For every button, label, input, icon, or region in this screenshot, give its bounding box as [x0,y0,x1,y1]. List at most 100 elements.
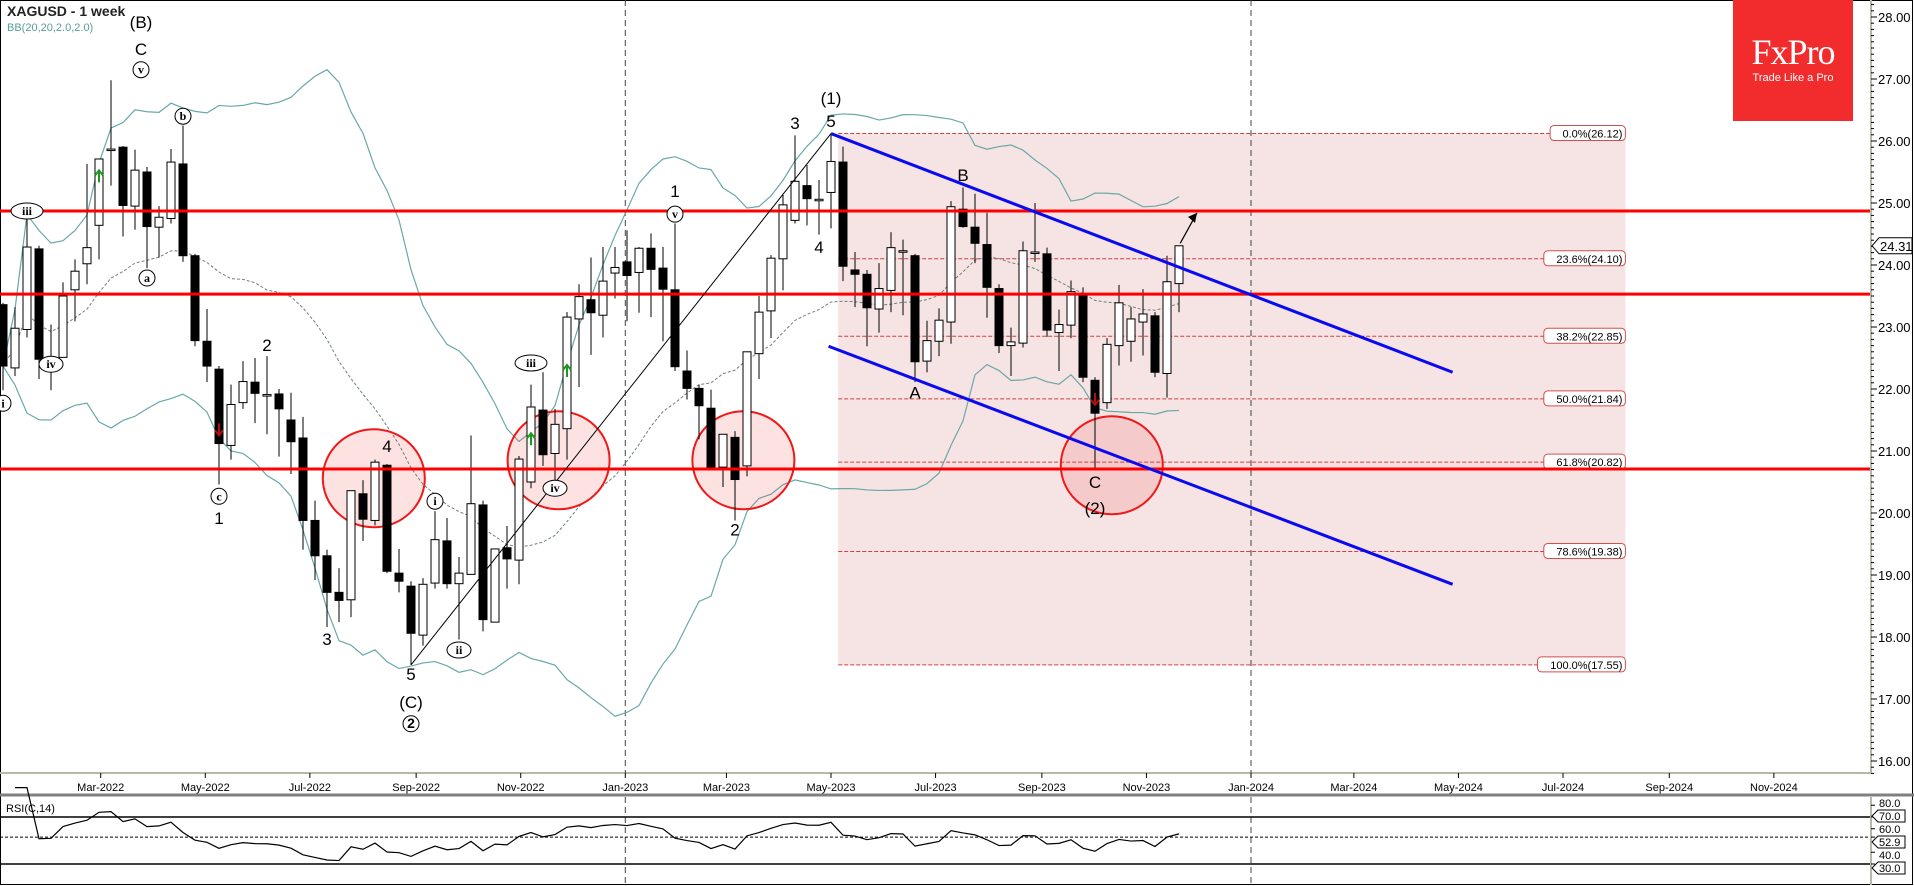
wave-label-circle [542,479,568,497]
rsi-axis-label: 60.0 [1879,824,1900,836]
rsi-label: RSI(C,14) [6,803,55,815]
rsi-axis-label: 52.9 [1879,837,1900,849]
candle-body [502,547,512,560]
candle [910,253,920,383]
bollinger-lower-band [2,363,1180,717]
candle [358,480,368,541]
wave-label-circle [174,107,192,125]
candle [886,232,896,313]
candle-body [1078,293,1088,378]
candle-body [886,247,896,291]
date-axis-label: Sep-2024 [1645,782,1693,794]
wave-label: 5 [406,665,415,684]
price-axis-label: 28.00 [1878,10,1911,25]
wave-label: 2 [262,336,271,355]
candle-body [358,493,368,520]
wave-label: 1 [670,182,679,201]
candle-body [238,381,248,404]
rsi-axis-label: 70.0 [1879,811,1900,823]
candle-body [802,185,812,200]
candle-body [922,340,932,362]
candle [154,206,164,258]
candle-body [310,519,320,557]
candle [0,302,8,391]
candle [226,384,236,460]
date-axis[interactable]: Mar-2022 May-2022 Jul-2022 Sep-2022 Nov-2022… [77,773,1798,794]
candle-body [130,169,140,207]
indicator-label: BB(20,20,2.0,2.0) [7,22,94,34]
candle-body [598,280,608,316]
candle-body [634,247,644,273]
price-axis-label: 20.00 [1878,506,1911,521]
wave-label: (1) [821,89,842,108]
wave-label: b [180,109,187,123]
candle [874,263,884,333]
candle-body [478,504,488,621]
logo-tagline: Trade Like a Pro [1752,72,1834,84]
date-axis-label: Jan-2024 [1228,782,1274,794]
fibonacci-level-label: 23.6%(24.10) [1556,254,1622,266]
candle [622,230,632,322]
wave-label-circle [426,492,444,510]
candle [1006,327,1016,376]
candle [262,356,272,435]
fxpro-logo: FxPro Trade Like a Pro [1733,0,1853,121]
candle [550,408,560,487]
price-axis[interactable]: 16.00 17.00 18.00 19.00 20.00 21.00 22.00 23.00… [1871,4,1913,774]
arrow-down-icon [1090,392,1100,407]
candle-body [778,204,788,260]
candle-body [154,216,164,228]
candle [370,459,380,526]
candle-body [142,171,152,228]
candle-body [1054,324,1064,334]
wave-label: 1 [214,509,223,528]
candle-body [418,583,428,636]
wave-label: i [433,494,437,508]
arrow-down-icon [214,423,224,437]
arrow-head-icon [1188,212,1197,223]
candle-body [982,244,992,288]
wave-label: iv [46,357,55,371]
candle-body [430,539,440,584]
rsi-line [15,787,1180,862]
candle [310,500,320,580]
candle-body [850,269,860,275]
wave-label: 4 [382,437,391,456]
candle-body [682,370,692,389]
candle-body [1042,253,1052,331]
fibonacci-label-box [1543,542,1626,559]
date-axis-label: Mar-2023 [703,782,750,794]
rsi-axis-label: 80.0 [1879,798,1900,810]
last-price-tag [1871,237,1913,255]
price-axis-label: 16.00 [1878,754,1911,769]
date-axis-label: Sep-2022 [392,782,440,794]
arrow-up-icon [562,363,572,378]
candle-body [442,540,452,585]
candle [934,308,944,357]
candle-body [454,572,464,585]
candle-body [298,437,308,521]
wave-label-circle [0,394,12,412]
candle-body [1030,251,1040,254]
candle [1150,312,1160,378]
candle-body [250,381,260,394]
candle-body [106,148,116,152]
date-axis-label: Jul-2022 [289,782,331,794]
candle-body [718,433,728,468]
candle [466,435,476,575]
candle-body [874,288,884,310]
candle-body [550,423,560,454]
candle-body [274,393,284,410]
candle [586,257,596,355]
date-axis-label: Jul-2024 [1542,782,1584,794]
rsi-value-tag [1871,835,1906,849]
candle [634,247,644,313]
candle [238,361,248,409]
wave-label: 3 [790,114,799,133]
candle-body [94,158,104,226]
candle [670,223,680,372]
candle-body [1150,315,1160,373]
candle-body [826,160,836,193]
fibonacci-level-label: 100.0%(17.55) [1550,660,1622,672]
